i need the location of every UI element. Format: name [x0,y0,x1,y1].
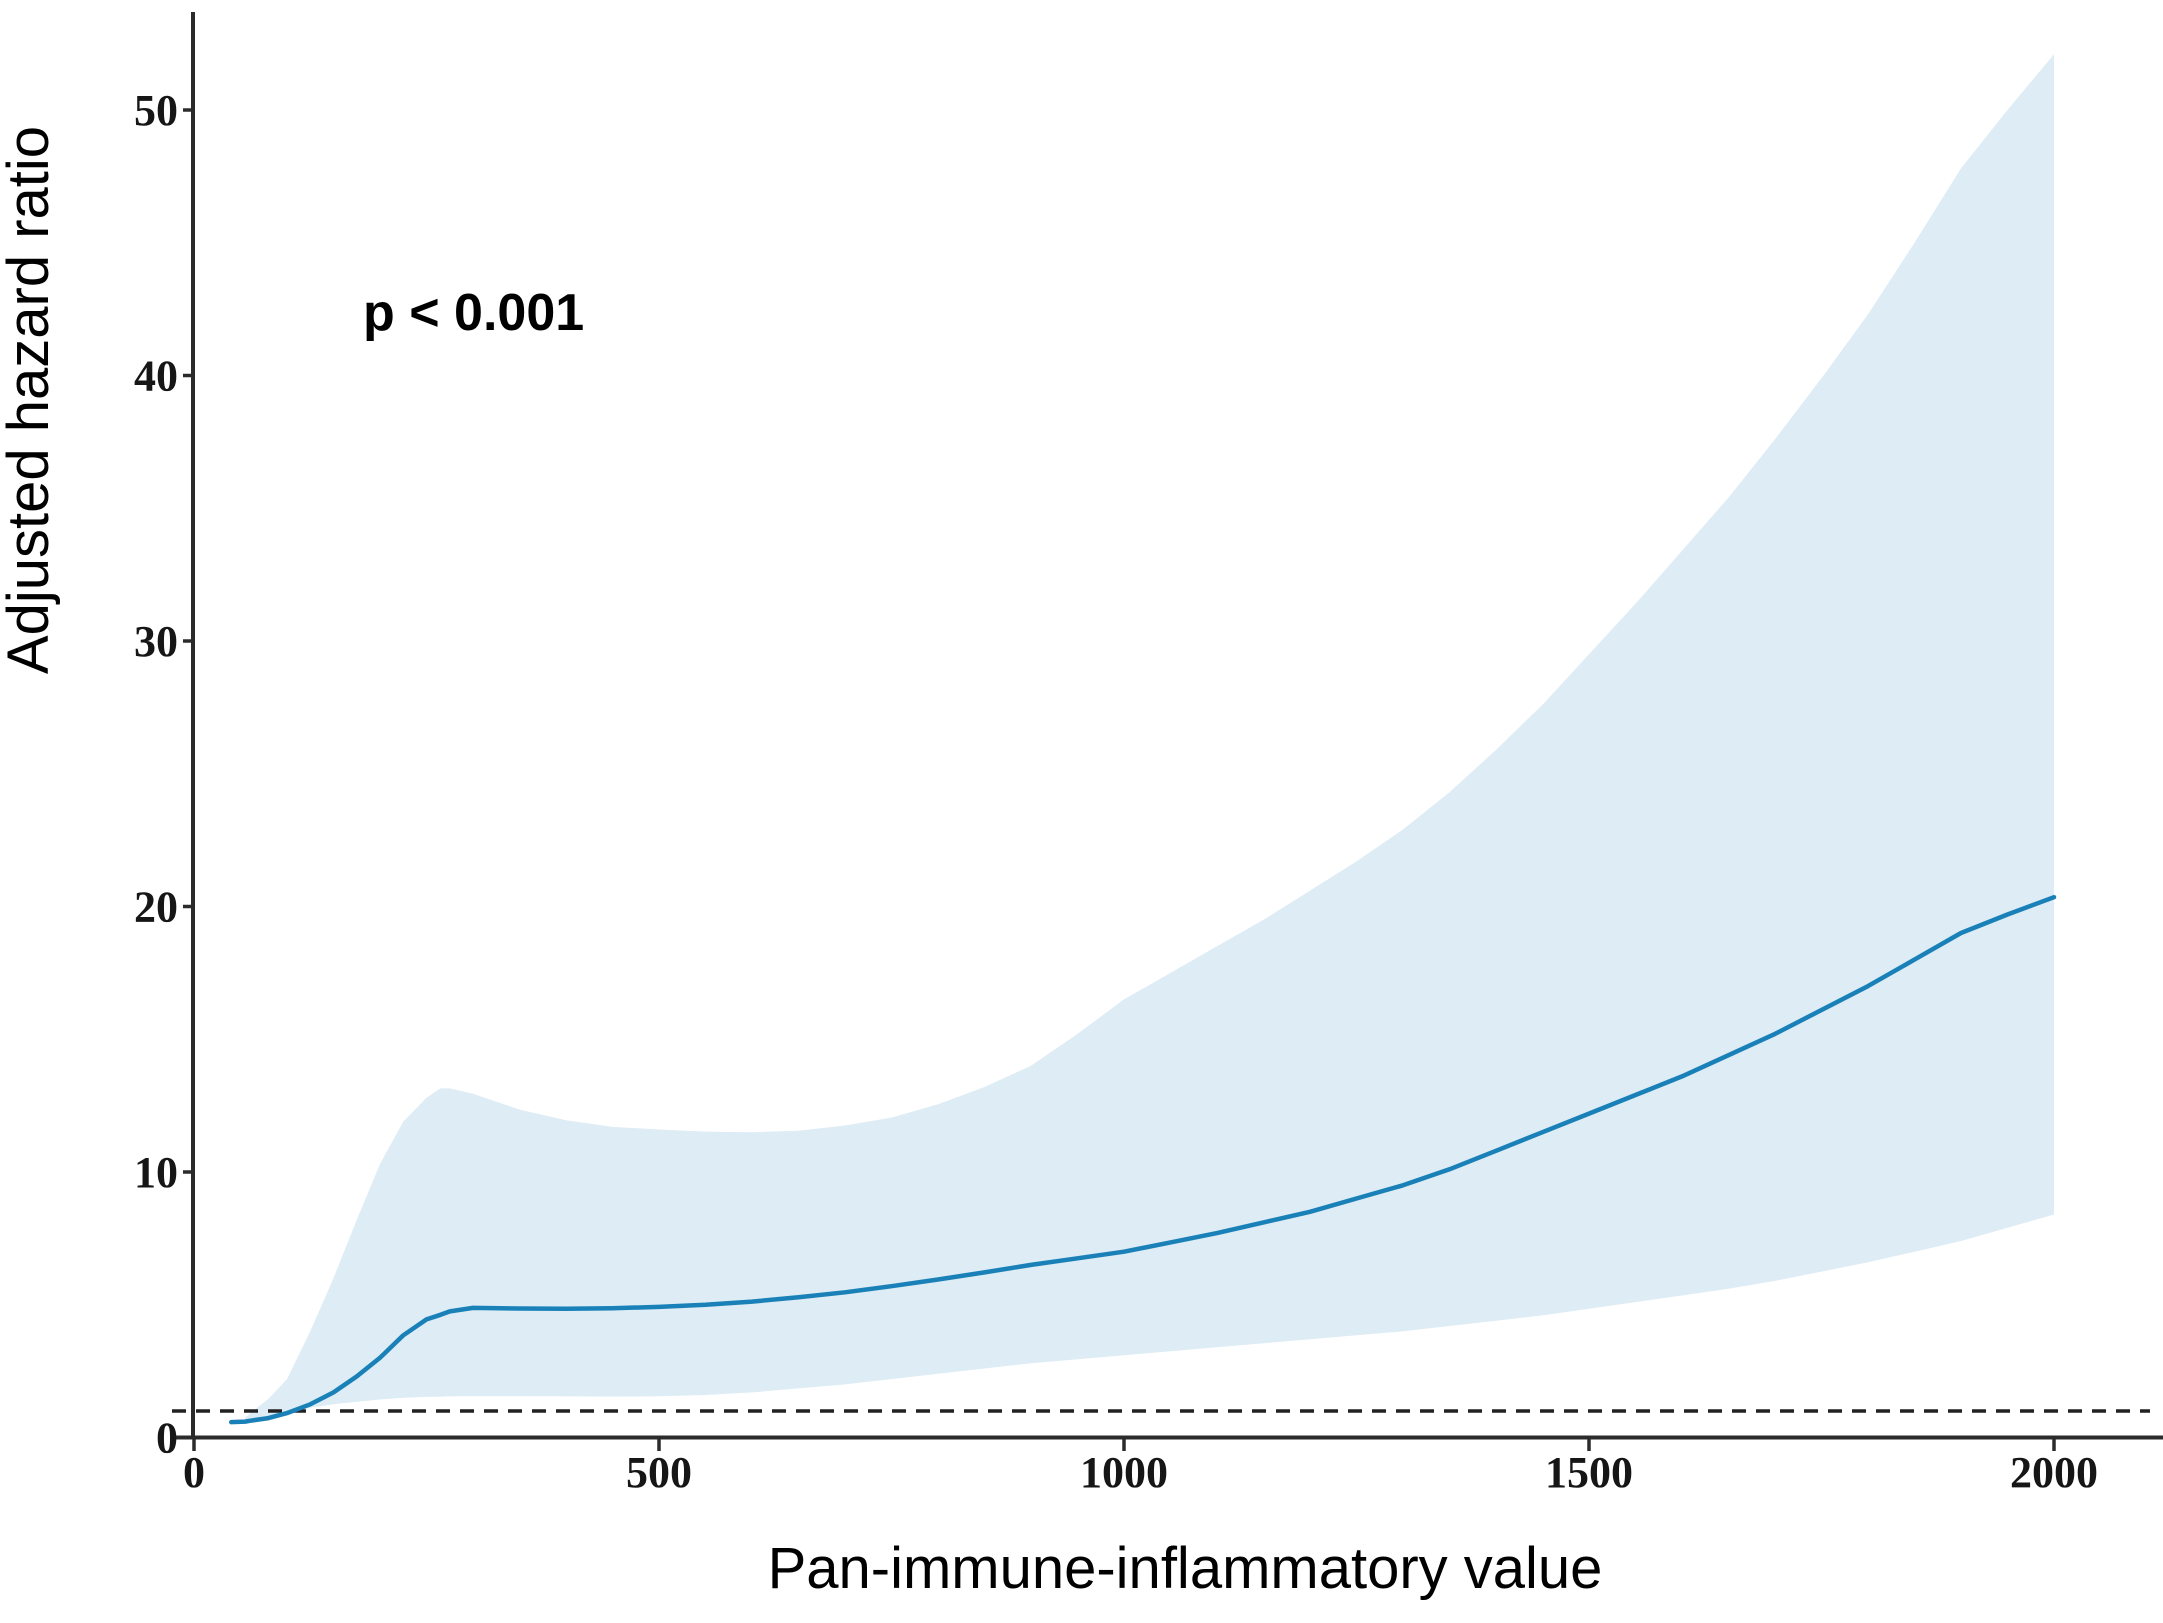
x-tick-label: 1500 [1545,1448,1633,1497]
hazard-ratio-curve [228,894,2057,1425]
y-tick-label: 40 [134,352,178,401]
axes-layer [170,12,2163,1440]
x-tick-label: 0 [183,1448,205,1497]
y-tick-label: 20 [134,883,178,932]
y-tick-label: 10 [134,1148,178,1197]
y-axis-title: Adjusted hazard ratio [0,126,61,674]
tick-marks-layer [183,108,2056,1451]
y-tick-label: 0 [156,1414,178,1463]
p-value-annotation: p < 0.001 [363,284,584,342]
hazard-curve-layer [228,894,2057,1425]
confidence-band [245,54,2055,1423]
x-tick-label: 500 [626,1448,692,1497]
x-axis-title: Pan-immune-inflammatory value [768,1536,1603,1601]
y-tick-label: 50 [134,86,178,135]
x-tick-label: 1000 [1080,1448,1168,1497]
y-tick-label: 30 [134,617,178,666]
confidence-band-layer [245,54,2055,1423]
x-tick-label: 2000 [2010,1448,2098,1497]
